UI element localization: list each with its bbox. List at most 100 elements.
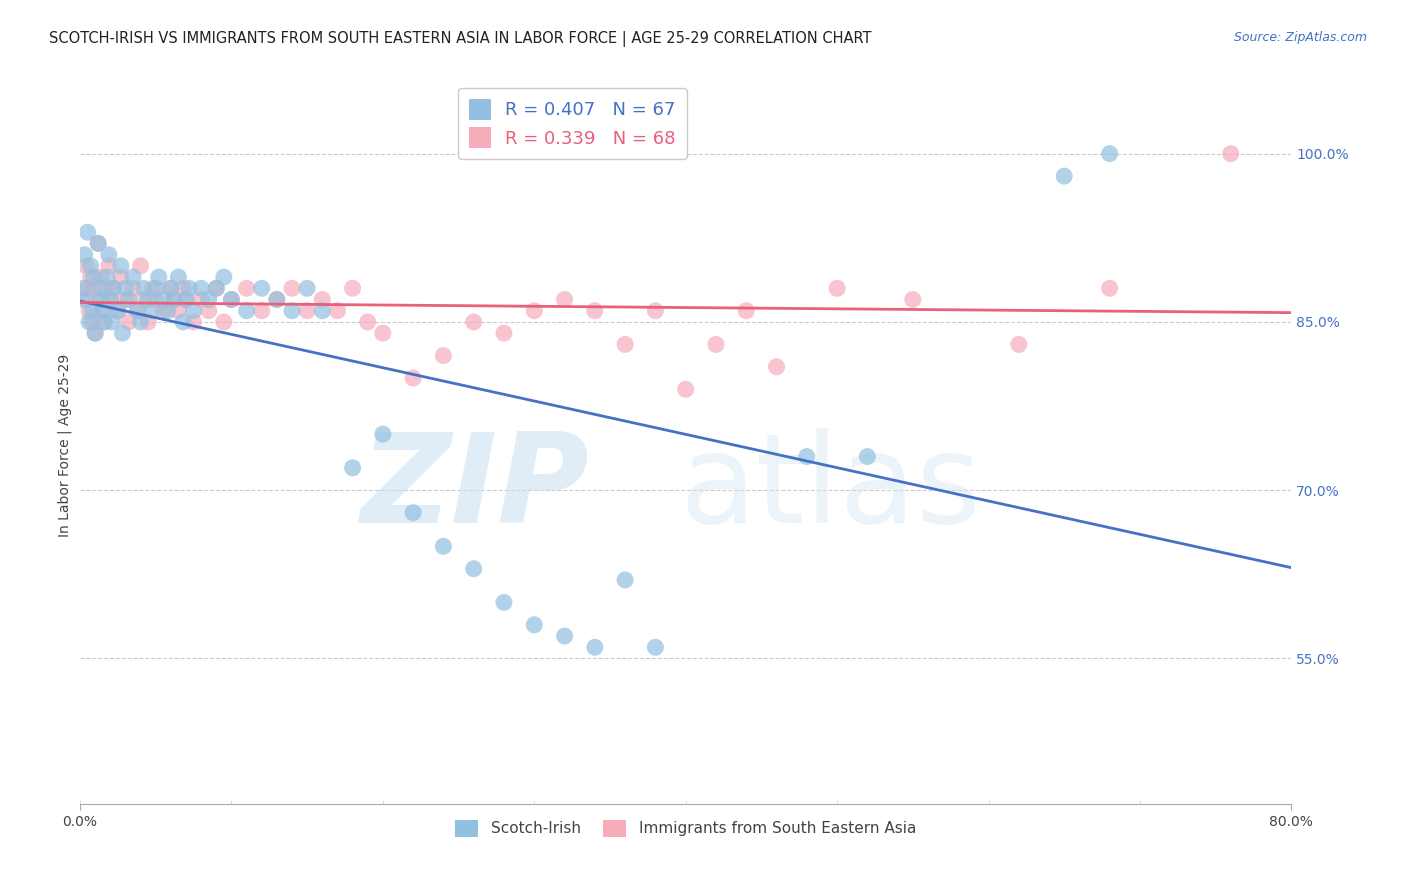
Point bbox=[523, 617, 546, 632]
Point bbox=[83, 270, 105, 285]
Point bbox=[77, 315, 100, 329]
Point bbox=[1219, 146, 1241, 161]
Point bbox=[83, 281, 105, 295]
Point bbox=[129, 315, 152, 329]
Point bbox=[98, 293, 121, 307]
Point bbox=[107, 303, 129, 318]
Point bbox=[152, 293, 174, 307]
Point bbox=[463, 562, 485, 576]
Point bbox=[583, 640, 606, 655]
Point bbox=[825, 281, 848, 295]
Point bbox=[163, 293, 186, 307]
Point bbox=[132, 281, 155, 295]
Point bbox=[614, 573, 637, 587]
Point bbox=[432, 539, 454, 553]
Point bbox=[371, 326, 394, 340]
Point bbox=[212, 315, 235, 329]
Point bbox=[72, 281, 94, 295]
Point bbox=[190, 281, 212, 295]
Point bbox=[463, 315, 485, 329]
Point bbox=[160, 281, 183, 295]
Point bbox=[554, 293, 576, 307]
Text: atlas: atlas bbox=[681, 428, 983, 549]
Point bbox=[103, 281, 125, 295]
Point bbox=[96, 281, 118, 295]
Point bbox=[110, 259, 132, 273]
Point bbox=[583, 303, 606, 318]
Point bbox=[87, 236, 110, 251]
Point bbox=[90, 293, 112, 307]
Point bbox=[402, 371, 425, 385]
Point bbox=[148, 270, 170, 285]
Point bbox=[357, 315, 380, 329]
Point bbox=[183, 315, 205, 329]
Point bbox=[856, 450, 879, 464]
Point bbox=[342, 460, 364, 475]
Point bbox=[167, 303, 190, 318]
Point bbox=[122, 270, 145, 285]
Y-axis label: In Labor Force | Age 25-29: In Labor Force | Age 25-29 bbox=[58, 354, 72, 537]
Point bbox=[174, 293, 197, 307]
Point bbox=[492, 326, 515, 340]
Point bbox=[97, 247, 120, 261]
Point bbox=[117, 315, 139, 329]
Point bbox=[145, 281, 167, 295]
Point bbox=[492, 595, 515, 609]
Point bbox=[93, 315, 115, 329]
Text: Source: ZipAtlas.com: Source: ZipAtlas.com bbox=[1233, 31, 1367, 45]
Point bbox=[114, 293, 136, 307]
Point bbox=[174, 293, 197, 307]
Point bbox=[90, 270, 112, 285]
Point bbox=[160, 281, 183, 295]
Point bbox=[75, 293, 97, 307]
Point bbox=[87, 236, 110, 251]
Point bbox=[93, 315, 115, 329]
Point bbox=[235, 303, 257, 318]
Point bbox=[127, 303, 149, 318]
Point bbox=[1098, 281, 1121, 295]
Point bbox=[554, 629, 576, 643]
Point bbox=[142, 281, 165, 295]
Point bbox=[79, 270, 101, 285]
Point bbox=[110, 270, 132, 285]
Point bbox=[76, 225, 98, 239]
Point bbox=[205, 281, 228, 295]
Point bbox=[91, 303, 114, 318]
Point bbox=[111, 326, 134, 340]
Point bbox=[704, 337, 727, 351]
Point bbox=[142, 303, 165, 318]
Point bbox=[73, 247, 96, 261]
Point bbox=[735, 303, 758, 318]
Point bbox=[172, 281, 194, 295]
Point bbox=[1098, 146, 1121, 161]
Text: SCOTCH-IRISH VS IMMIGRANTS FROM SOUTH EASTERN ASIA IN LABOR FORCE | AGE 25-29 CO: SCOTCH-IRISH VS IMMIGRANTS FROM SOUTH EA… bbox=[49, 31, 872, 47]
Point bbox=[644, 640, 666, 655]
Point bbox=[901, 293, 924, 307]
Point bbox=[221, 293, 243, 307]
Point bbox=[97, 259, 120, 273]
Point bbox=[114, 281, 136, 295]
Point bbox=[295, 281, 318, 295]
Point bbox=[136, 315, 159, 329]
Point bbox=[221, 293, 243, 307]
Point bbox=[77, 303, 100, 318]
Point bbox=[523, 303, 546, 318]
Point bbox=[145, 293, 167, 307]
Point bbox=[127, 303, 149, 318]
Point bbox=[96, 270, 118, 285]
Point bbox=[72, 293, 94, 307]
Point bbox=[281, 281, 304, 295]
Point bbox=[177, 281, 200, 295]
Point bbox=[266, 293, 288, 307]
Point bbox=[82, 315, 104, 329]
Legend: Scotch-Irish, Immigrants from South Eastern Asia: Scotch-Irish, Immigrants from South East… bbox=[450, 814, 922, 843]
Point bbox=[1053, 169, 1076, 183]
Point bbox=[183, 303, 205, 318]
Point bbox=[235, 281, 257, 295]
Point bbox=[89, 293, 111, 307]
Point bbox=[156, 303, 179, 318]
Point bbox=[122, 281, 145, 295]
Point bbox=[163, 293, 186, 307]
Point bbox=[98, 293, 121, 307]
Point bbox=[432, 349, 454, 363]
